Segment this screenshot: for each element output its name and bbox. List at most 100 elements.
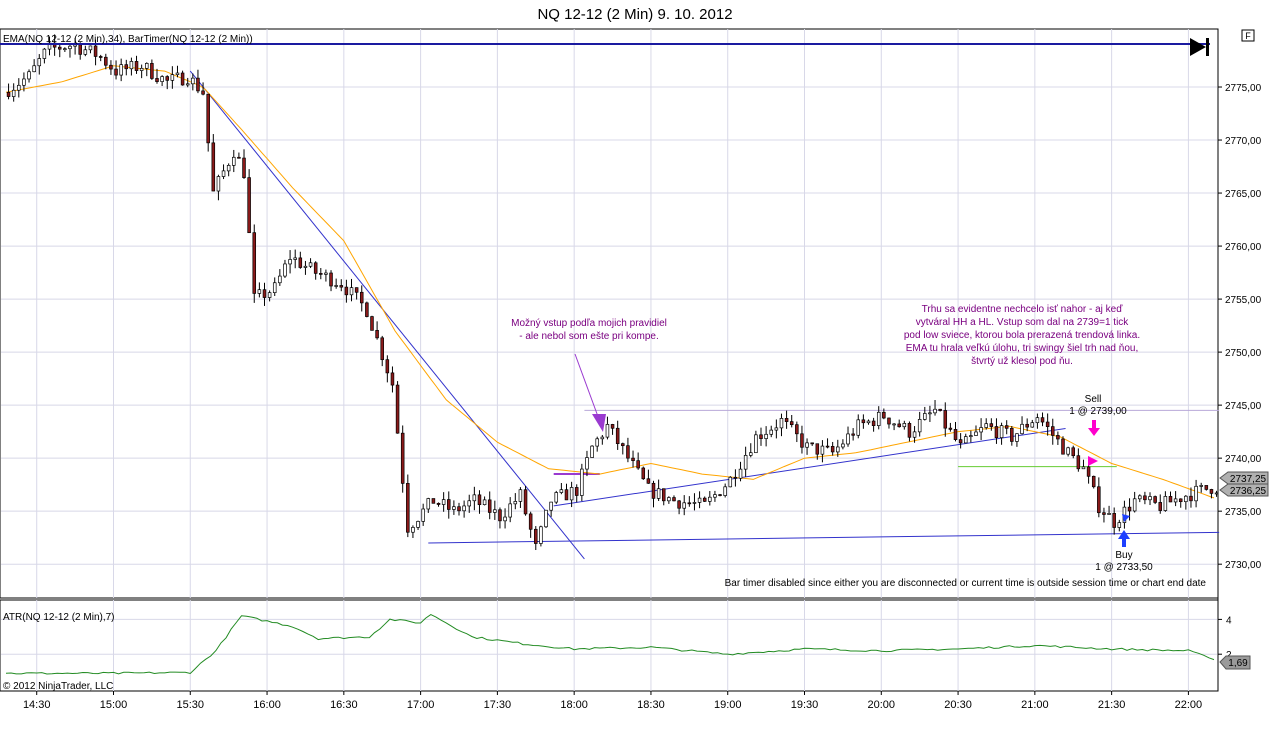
candle-body xyxy=(462,505,466,512)
candle-body xyxy=(984,423,988,428)
candle-body xyxy=(636,460,640,469)
candle-body xyxy=(6,91,11,97)
candle xyxy=(395,381,400,434)
candle-body xyxy=(503,516,507,522)
candle-body xyxy=(349,287,354,296)
candle xyxy=(656,479,661,502)
candle xyxy=(441,492,446,512)
y-tick-label: 2755,00 xyxy=(1225,295,1262,306)
candle xyxy=(1020,416,1024,435)
candle xyxy=(452,500,456,515)
candle-body xyxy=(871,420,876,426)
candle-body xyxy=(928,412,932,415)
candle xyxy=(958,433,963,449)
candle xyxy=(513,493,518,510)
candle-body xyxy=(359,291,364,304)
f-button[interactable] xyxy=(1241,29,1255,42)
ema-price-value: 2736,25 xyxy=(1230,486,1267,497)
candle xyxy=(472,486,477,511)
candle xyxy=(134,55,139,74)
candle-body xyxy=(11,89,16,97)
candle-body xyxy=(1127,506,1132,512)
candle-body xyxy=(406,483,410,533)
copyright-label: © 2012 NinjaTrader, LLC xyxy=(3,681,113,692)
candle-body xyxy=(518,489,523,502)
candle xyxy=(119,58,123,82)
candle-body xyxy=(324,272,328,275)
candle-body xyxy=(447,499,451,510)
candle-body xyxy=(1107,513,1111,515)
candle-body xyxy=(185,83,190,86)
candle-body xyxy=(37,58,42,67)
candle-body xyxy=(93,45,98,57)
candle-body xyxy=(1148,496,1152,501)
candle-body xyxy=(78,44,82,55)
candle-body xyxy=(661,488,666,502)
candle-body xyxy=(610,424,615,429)
candle xyxy=(651,480,656,508)
candle xyxy=(574,484,579,503)
candle xyxy=(365,301,369,318)
candle xyxy=(196,69,200,94)
candle-body xyxy=(830,446,835,453)
candle-body xyxy=(482,499,487,506)
candle xyxy=(779,413,784,437)
candle xyxy=(892,423,896,431)
candle xyxy=(11,83,16,102)
candle-body xyxy=(549,501,553,511)
candle xyxy=(738,461,743,482)
candle xyxy=(319,268,323,280)
x-tick-label: 18:00 xyxy=(560,699,588,711)
arrow-down-icon xyxy=(592,414,606,432)
candle xyxy=(1004,420,1009,435)
candle xyxy=(774,419,779,439)
buy-detail: 1 @ 2733,50 xyxy=(1095,562,1153,573)
candle xyxy=(1138,494,1142,503)
candle xyxy=(733,469,738,487)
note-left: Možný vstup podľa mojich pravidiel - ale… xyxy=(511,318,667,342)
candle-body xyxy=(708,496,712,502)
candle xyxy=(718,493,722,497)
candle xyxy=(416,520,420,530)
candle xyxy=(1117,519,1122,532)
candle-body xyxy=(810,442,814,445)
x-tick-label: 17:30 xyxy=(484,699,512,711)
candle-body xyxy=(211,142,216,192)
candle xyxy=(825,438,830,449)
play-end-icon[interactable] xyxy=(1190,38,1209,56)
candle xyxy=(600,434,605,445)
candle xyxy=(400,425,405,493)
candle xyxy=(37,54,42,75)
candle xyxy=(288,250,292,274)
candle-body xyxy=(912,431,917,438)
candle-body xyxy=(395,384,400,434)
candle-body xyxy=(963,436,968,444)
candle-body xyxy=(232,156,236,166)
candle-body xyxy=(933,408,937,414)
candle-body xyxy=(805,442,809,448)
candle-body xyxy=(1168,496,1173,503)
candle xyxy=(160,75,164,86)
candle-body xyxy=(1132,498,1137,512)
y-tick-label: 2760,00 xyxy=(1225,242,1262,253)
candle xyxy=(743,446,748,477)
candle-body xyxy=(733,476,738,479)
candle xyxy=(523,485,528,516)
candle-body xyxy=(836,446,840,453)
candle-body xyxy=(687,502,692,505)
candle xyxy=(503,508,507,529)
candle xyxy=(17,78,21,98)
candle xyxy=(615,420,620,450)
candle xyxy=(692,493,697,511)
candle-body xyxy=(109,64,113,70)
candle xyxy=(42,47,47,64)
candle-body xyxy=(98,56,103,58)
y-tick-label: 2775,00 xyxy=(1225,83,1262,94)
candle xyxy=(815,443,820,460)
candle-body xyxy=(441,499,446,505)
candle-body xyxy=(820,445,825,455)
candle xyxy=(518,487,523,508)
candle-body xyxy=(1097,486,1101,514)
candle xyxy=(687,496,692,507)
x-tick-label: 19:00 xyxy=(714,699,742,711)
